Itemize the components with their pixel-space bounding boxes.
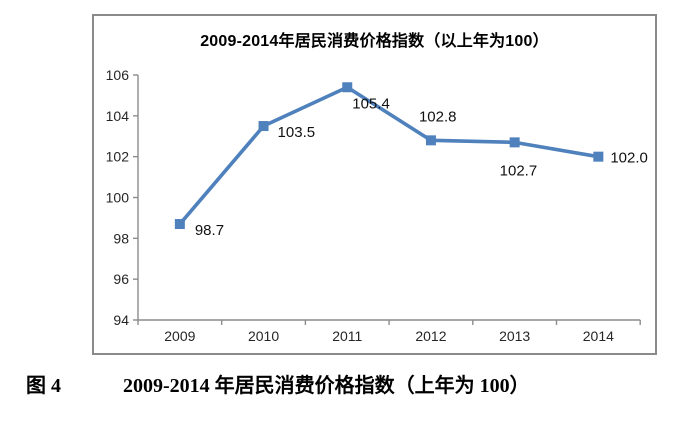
svg-text:102: 102 xyxy=(106,149,130,165)
figure-number-label: 图 4 xyxy=(26,375,61,397)
svg-text:2013: 2013 xyxy=(499,328,530,344)
svg-text:2010: 2010 xyxy=(248,328,279,344)
svg-text:2014: 2014 xyxy=(583,328,614,344)
chart-title: 2009-2014年居民消费价格指数（以上年为100） xyxy=(200,33,549,50)
figure-caption: 图 4 2009-2014 年居民消费价格指数（上年为 100） xyxy=(26,369,530,398)
svg-text:105.4: 105.4 xyxy=(352,95,390,112)
figure-caption-text: 2009-2014 年居民消费价格指数（上年为 100） xyxy=(123,375,530,397)
svg-text:2009: 2009 xyxy=(164,328,195,344)
chart-figure: 2009-2014年居民消费价格指数（以上年为100） 94 96 98 100 102… xyxy=(92,14,657,355)
svg-text:96: 96 xyxy=(113,271,129,287)
svg-text:2012: 2012 xyxy=(415,328,446,344)
svg-text:94: 94 xyxy=(113,312,129,328)
line-chart-svg: 94 96 98 100 102 104 106 2009 2010 2011 2012 2013 20… xyxy=(106,67,648,344)
svg-text:98: 98 xyxy=(113,230,129,246)
svg-text:104: 104 xyxy=(106,108,130,124)
svg-text:98.7: 98.7 xyxy=(195,222,224,239)
svg-text:102.0: 102.0 xyxy=(610,150,648,167)
svg-text:102.8: 102.8 xyxy=(419,108,457,125)
svg-text:102.7: 102.7 xyxy=(500,162,538,179)
svg-text:2011: 2011 xyxy=(332,328,362,344)
svg-text:103.5: 103.5 xyxy=(278,124,316,141)
svg-text:106: 106 xyxy=(106,67,130,83)
svg-text:100: 100 xyxy=(106,190,130,206)
